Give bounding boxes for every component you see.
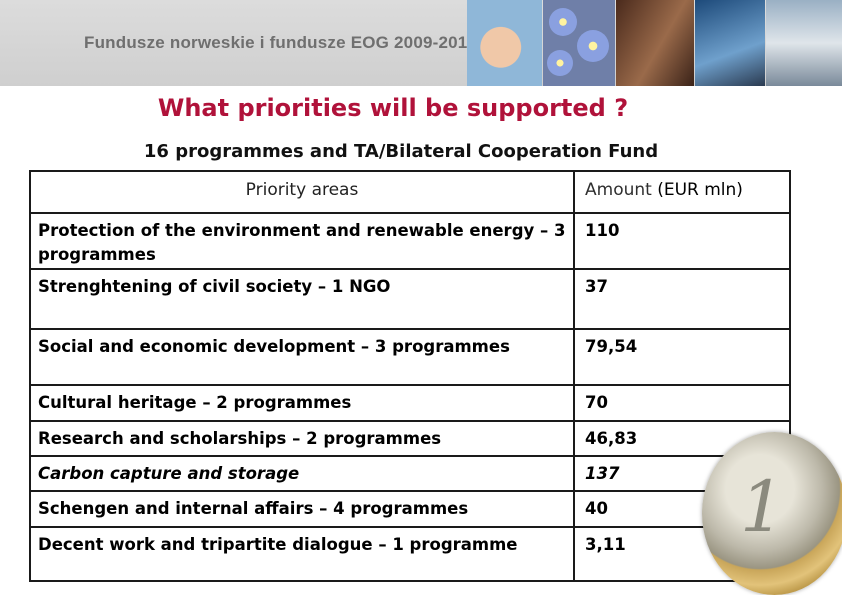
- euro-coin-icon: 1: [702, 432, 842, 595]
- table-row: Research and scholarships – 2 programmes…: [29, 420, 791, 457]
- slide-title: What priorities will be supported ?: [157, 94, 629, 122]
- table-row: Decent work and tripartite dialogue – 1 …: [29, 526, 791, 582]
- photo-hands-cello: [616, 0, 694, 86]
- column-header-amount-word: Amount: [585, 180, 652, 200]
- flower-icon: [577, 30, 609, 62]
- priority-area-cell: Social and economic development – 3 prog…: [29, 328, 575, 386]
- column-header-amount: Amount (EUR mln): [573, 170, 791, 214]
- priorities-table: Priority areas Amount (EUR mln) Protecti…: [29, 170, 791, 582]
- priority-area-cell: Schengen and internal affairs – 4 progra…: [29, 490, 575, 528]
- priority-area-cell: Carbon capture and storage: [29, 455, 575, 492]
- table-row: Cultural heritage – 2 programmes 70: [29, 384, 791, 422]
- priority-area-cell: Protection of the environment and renewa…: [29, 212, 575, 270]
- priority-area-cell: Decent work and tripartite dialogue – 1 …: [29, 526, 575, 582]
- amount-cell: 79,54: [573, 328, 791, 386]
- header-title: Fundusze norweskie i fundusze EOG 2009-2…: [84, 33, 478, 52]
- priority-area-cell: Cultural heritage – 2 programmes: [29, 384, 575, 422]
- column-header-priority-areas: Priority areas: [29, 170, 575, 214]
- slide-subtitle: 16 programmes and TA/Bilateral Cooperati…: [143, 141, 659, 162]
- table-row: Protection of the environment and renewa…: [29, 212, 791, 270]
- photo-crowd: [766, 0, 842, 86]
- column-header-amount-unit: (EUR mln): [651, 180, 743, 200]
- amount-cell: 70: [573, 384, 791, 422]
- table-header-row: Priority areas Amount (EUR mln): [29, 170, 791, 214]
- photo-child: [467, 0, 542, 86]
- flower-icon: [549, 8, 577, 36]
- priority-area-cell: Strenghtening of civil society – 1 NGO: [29, 268, 575, 330]
- table-row: Strenghtening of civil society – 1 NGO 3…: [29, 268, 791, 330]
- coin-numeral-mark: 1: [740, 466, 785, 548]
- photo-computer: [695, 0, 765, 86]
- amount-cell: 37: [573, 268, 791, 330]
- table-row: Social and economic development – 3 prog…: [29, 328, 791, 386]
- amount-cell: 110: [573, 212, 791, 270]
- table-row: Carbon capture and storage 137: [29, 455, 791, 492]
- priority-area-cell: Research and scholarships – 2 programmes: [29, 420, 575, 457]
- flower-icon: [547, 50, 573, 76]
- photo-flowers: [543, 0, 615, 86]
- table-row: Schengen and internal affairs – 4 progra…: [29, 490, 791, 528]
